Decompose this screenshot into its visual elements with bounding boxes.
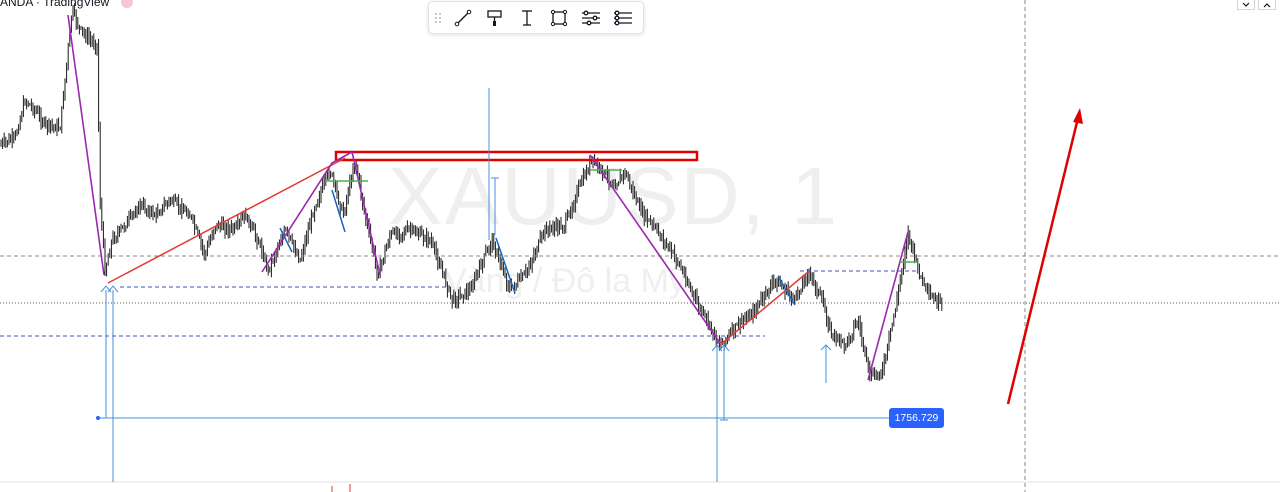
wave-line <box>331 189 346 233</box>
arrow-head-icon <box>1073 108 1083 124</box>
wave-line <box>279 227 293 253</box>
trend-line <box>719 271 809 346</box>
scroll-up-icon[interactable] <box>1258 0 1276 10</box>
rectangle-icon[interactable] <box>543 2 575 33</box>
price-label: 1756.729 <box>889 408 944 428</box>
chart-header: ANDA · TradingView <box>0 0 133 9</box>
chevron-up-icon <box>820 344 832 351</box>
trend-arrow <box>1006 117 1080 405</box>
trend-line <box>107 157 346 284</box>
zigzag-line <box>867 231 909 381</box>
floating-drawing-toolbar <box>428 1 644 34</box>
anchor-dot <box>96 416 100 420</box>
chevron-up-icon <box>718 344 730 352</box>
resistance-box <box>334 150 699 162</box>
zigzag-line <box>67 14 105 276</box>
symbol-description-watermark: Vàng / Đô la Mỹ <box>444 262 686 300</box>
trend-line-icon[interactable] <box>447 2 479 33</box>
scroll-down-icon[interactable] <box>1237 0 1255 10</box>
zigzag-line <box>589 154 721 344</box>
symbol-watermark: XAUUSD, 1 <box>388 151 839 242</box>
paint-roller-icon[interactable] <box>479 2 511 33</box>
settings-sliders-icon[interactable] <box>575 2 607 33</box>
wave-line <box>495 237 516 294</box>
zigzag-line <box>261 150 381 276</box>
status-dot-icon <box>120 0 133 8</box>
wave-line <box>777 275 796 306</box>
text-cursor-icon[interactable] <box>511 2 543 33</box>
drag-handle-icon[interactable] <box>429 2 447 33</box>
chevron-up-icon <box>107 285 119 293</box>
format-sliders-icon[interactable] <box>607 2 639 33</box>
chart-header-title: ANDA · TradingView <box>0 0 110 9</box>
